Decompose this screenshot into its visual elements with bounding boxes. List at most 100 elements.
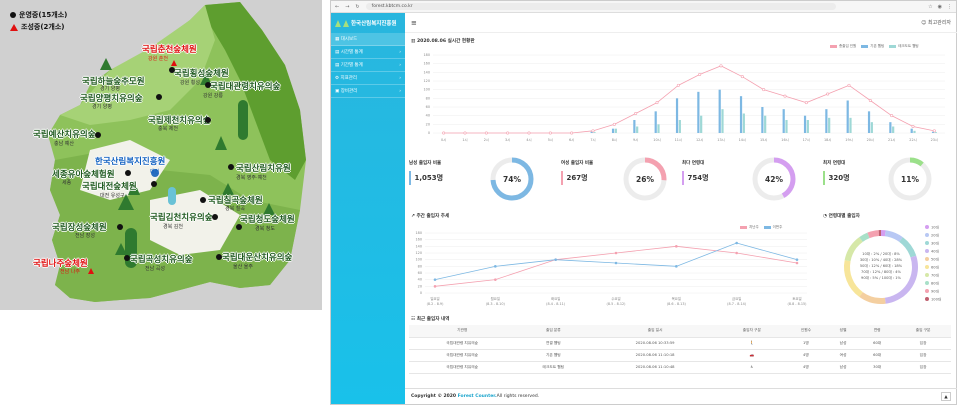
sidebar-item-hourly[interactable]: ▤ 시간별 통계 ›	[331, 46, 405, 59]
address-bar[interactable]: forest.kbtcm.co.kr	[365, 3, 836, 10]
more-icon[interactable]: ⋮	[947, 3, 952, 10]
profile-icon[interactable]: ◉	[937, 3, 942, 10]
table-cell: 연결 웹팅	[515, 337, 592, 350]
series-line	[434, 242, 798, 281]
age-slice	[859, 291, 886, 304]
y-tick-label: 0	[428, 131, 430, 135]
legend-swatch	[830, 45, 837, 48]
total-point	[570, 131, 574, 135]
total-point	[740, 75, 744, 79]
x-tick-label: 7시	[590, 138, 595, 142]
x-tick-label: 일요일	[430, 296, 439, 301]
table-cell: 60대	[859, 337, 896, 350]
reload-icon[interactable]: ↻	[355, 3, 360, 10]
sidebar-item-label: 지표관리	[340, 76, 358, 81]
forward-icon[interactable]: →	[345, 3, 350, 10]
age-center-text: 50대 : 12% / 60대 : 18%	[860, 263, 903, 268]
table-header: 출입 구분	[895, 325, 951, 338]
age-center-text: 10대 : 2% / 20대 : 8%	[862, 251, 900, 256]
x-tick-sublabel: (8.2 - 8.9)	[427, 302, 444, 306]
bar-existing	[718, 89, 721, 133]
legend-swatch	[925, 233, 929, 237]
age-slice	[844, 237, 863, 262]
bar-existing	[867, 111, 871, 133]
x-tick-label: 22시	[909, 138, 916, 142]
bar-techdot	[678, 120, 681, 133]
grid-icon: ▦	[335, 37, 341, 42]
weekly-legend: 지난주 이번주	[740, 225, 782, 230]
operating-marker-icon	[117, 224, 123, 230]
total-point	[890, 114, 894, 118]
series-point	[795, 258, 799, 261]
scroll-top-button[interactable]: ▲	[941, 392, 951, 401]
facility-label: 국립하늘숲추모원	[82, 77, 145, 87]
pie-icon: ◔	[823, 214, 829, 219]
y-tick-label: 180	[416, 231, 422, 235]
facility-label: 국립대관령치유의숲	[210, 82, 281, 92]
y-tick-label: 160	[424, 62, 430, 66]
hq-label: 한국산림복지진흥원	[95, 157, 166, 167]
table-row[interactable]: 국립대관령 치유의숲 기존 웹팅 2020.08.06 11:10:18 🚗 4명 여성 6…	[409, 349, 951, 362]
line-chart-icon: ↗	[411, 214, 417, 219]
bar-existing	[931, 131, 935, 133]
sidebar-item-label: 대시보드	[340, 37, 358, 42]
legend-label: 테크도트 웹팅	[898, 44, 919, 48]
legend-swatch	[889, 45, 897, 48]
user-name: 최고관리자	[927, 20, 951, 26]
user-menu[interactable]: ☺ 최고관리자	[921, 19, 951, 26]
sidebar-logo[interactable]: 한국산림복지진흥원	[331, 13, 405, 33]
x-tick-sublabel: (8.3 - 8.10)	[486, 302, 506, 306]
facility-region: 경북 청도	[255, 226, 275, 232]
recent-table: 기관명 출입 분류 출입 일시 출입자 구분 인원수 성별 연령 출입 구분 국립대관령 치유의…	[409, 325, 951, 374]
device-icon: ▣	[335, 89, 341, 94]
sidebar-item-dashboard[interactable]: ▦ 대시보드	[331, 33, 405, 46]
table-header: 인원수	[784, 325, 828, 338]
x-tick-label: 11시	[675, 138, 682, 142]
stat-label: 최저 연령대	[823, 161, 846, 166]
total-point	[463, 131, 467, 135]
back-icon[interactable]: ←	[335, 3, 340, 10]
sidebar-item-metrics[interactable]: ⚙ 지표관리 ›	[331, 72, 405, 85]
table-cell: 남성	[827, 337, 860, 350]
x-tick-label: 0시	[441, 138, 446, 142]
y-tick-label: 20	[418, 284, 422, 288]
x-tick-label: 1시	[462, 138, 467, 142]
dashboard-main: ▥ 2020.08.06 실시간 현황판 총출입 인원 기존 웹팅 테크도트 웹…	[405, 33, 957, 388]
weekly-title: ↗ 주간 출입자 추세	[411, 214, 450, 219]
table-row[interactable]: 국립대관령 치유의숲 테크도트 웹팅 2020.08.06 11:10:48 ♿ 4명 남…	[409, 361, 951, 374]
x-tick-label: 23시	[931, 138, 938, 142]
star-icon[interactable]: ☆	[928, 3, 933, 10]
table-cell: 남성	[827, 361, 860, 374]
bar-techdot	[828, 117, 831, 133]
bar-techdot	[593, 132, 596, 133]
table-header: 출입 일시	[591, 325, 719, 338]
legend-label: 40대	[931, 248, 939, 253]
sidebar-item-label: 기간별 통계	[340, 63, 363, 68]
legend-label: 60대	[931, 264, 939, 269]
chevron-right-icon: ›	[399, 75, 401, 81]
legend-swatch	[925, 297, 929, 301]
table-cell: 입장	[895, 361, 951, 374]
total-line	[443, 65, 935, 134]
legend-label: 70대	[931, 272, 939, 277]
realtime-chart: 0 20 40 60 80 100 120 140 160 180 0시 1시 2시 3시 4시 5시 6시 7시…	[424, 53, 945, 142]
table-row[interactable]: 국립대관령 치유의숲 연결 웹팅 2020.08.06 10:33:59 🚶 1명 남성 6…	[409, 337, 951, 350]
x-tick-label: 토요일	[792, 296, 801, 301]
sidebar-item-period[interactable]: ▤ 기간별 통계 ›	[331, 59, 405, 72]
age-slice	[867, 230, 880, 239]
legend-label: 총출입 인원	[839, 44, 857, 48]
sidebar-item-devices[interactable]: ▣ 장비관리 ›	[331, 85, 405, 98]
bar-existing	[675, 98, 679, 133]
brand-link[interactable]: Forest Counter.	[457, 394, 497, 399]
total-point	[762, 88, 766, 92]
facility-region: 경북 김천	[163, 224, 183, 230]
x-tick-label: 수요일	[611, 296, 620, 301]
realtime-legend: 총출입 인원 기존 웹팅 테크도트 웹팅	[830, 44, 919, 49]
donut-fill	[623, 157, 667, 201]
table-header: 기관명	[409, 325, 516, 338]
menu-icon[interactable]: ≡	[411, 18, 417, 27]
total-point	[719, 64, 723, 68]
sidebar-item-label: 장비관리	[340, 89, 358, 94]
legend-label: 이번주	[772, 225, 783, 229]
legend-label: 90대	[931, 288, 939, 293]
